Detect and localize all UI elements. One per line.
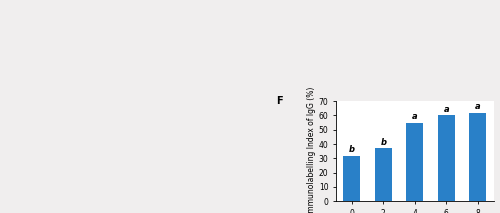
Bar (343, 155, 360, 201)
Text: a: a (444, 105, 449, 114)
Text: b: b (349, 145, 355, 154)
Text: a: a (412, 112, 418, 121)
Bar (406, 123, 423, 201)
Bar (374, 148, 392, 201)
Y-axis label: Immunolabelling Index of IgG (%): Immunolabelling Index of IgG (%) (307, 87, 316, 213)
Bar (469, 113, 486, 201)
Bar (438, 115, 455, 201)
Text: a: a (475, 102, 480, 111)
Text: F: F (276, 96, 283, 106)
Text: b: b (380, 138, 386, 147)
